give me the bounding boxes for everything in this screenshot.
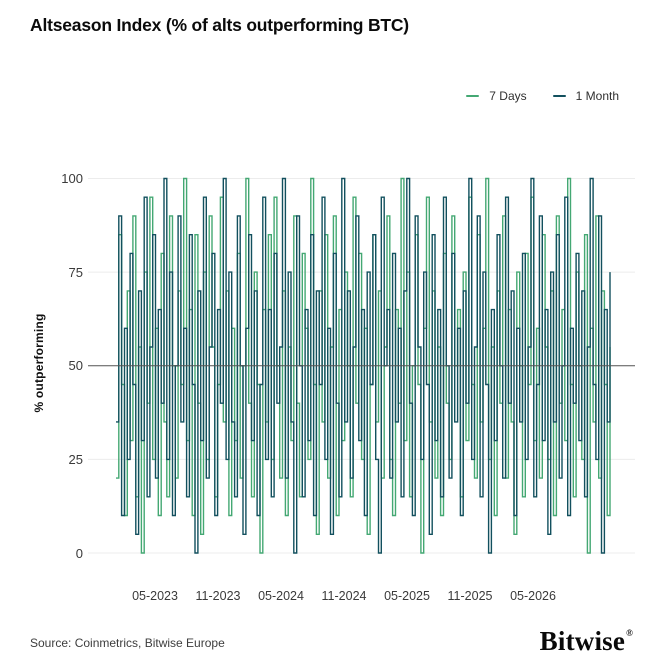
y-tick-label-25: 25 bbox=[68, 451, 83, 467]
legend-label-7days: 7 Days bbox=[489, 89, 527, 103]
y-tick-label-50: 50 bbox=[68, 358, 83, 374]
bitwise-logo-text: Bitwise bbox=[539, 626, 626, 656]
x-tick-label-05-2024: 05-2024 bbox=[258, 589, 304, 603]
x-tick-label-05-2023: 05-2023 bbox=[132, 589, 178, 603]
legend-label-1month: 1 Month bbox=[575, 89, 619, 103]
legend-item-1month: 1 Month bbox=[552, 89, 619, 103]
y-tick-label-100: 100 bbox=[61, 171, 83, 186]
legend: 7 Days 1 Month bbox=[466, 89, 619, 103]
legend-item-7days: 7 Days bbox=[466, 89, 527, 103]
x-tick-label-11-2025: 11-2025 bbox=[447, 589, 493, 603]
x-tick-label-11-2024: 11-2024 bbox=[321, 589, 367, 603]
y-tick-label-75: 75 bbox=[68, 264, 83, 280]
legend-dash-icon-1month bbox=[552, 95, 566, 97]
source-note: Source: Coinmetrics, Bitwise Europe bbox=[30, 636, 225, 650]
x-tick-label-05-2025: 05-2025 bbox=[384, 589, 430, 603]
bitwise-logo: Bitwise® bbox=[540, 626, 633, 657]
legend-dash-icon-7days bbox=[466, 95, 480, 97]
x-tick-label-11-2023: 11-2023 bbox=[195, 589, 241, 603]
series-1-month bbox=[116, 177, 611, 554]
page-title: Altseason Index (% of alts outperforming… bbox=[30, 15, 409, 35]
registered-mark: ® bbox=[626, 628, 633, 638]
x-tick-label-05-2026: 05-2026 bbox=[510, 589, 556, 603]
y-tick-label-0: 0 bbox=[75, 545, 83, 561]
